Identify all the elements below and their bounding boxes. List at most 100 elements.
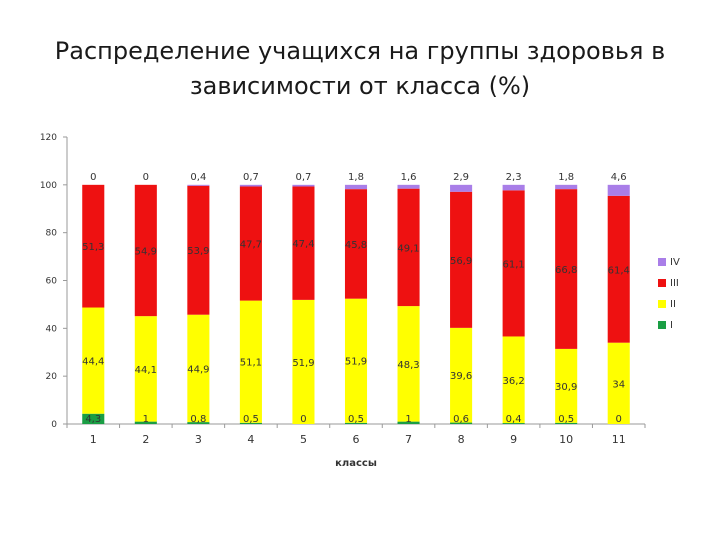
x-tick-label: 4 <box>247 433 254 446</box>
data-label: 61,4 <box>608 265 630 276</box>
data-label: 51,1 <box>240 358 262 369</box>
data-label: 0,4 <box>190 172 206 183</box>
data-label: 44,9 <box>187 364 209 375</box>
data-label: 51,9 <box>292 358 314 369</box>
x-axis-title: классы <box>335 458 377 469</box>
data-label: 61,1 <box>503 259 525 270</box>
bar-segment-iii <box>187 185 210 315</box>
data-label: 0,8 <box>190 414 206 425</box>
bar-segment-ii <box>292 299 315 424</box>
bar-segment-ii <box>607 342 630 424</box>
data-label: 39,6 <box>450 371 472 382</box>
bar-segment-iii <box>239 186 262 301</box>
chart-bars <box>82 184 630 424</box>
bar-segment-iii <box>450 191 473 328</box>
data-label: 0 <box>90 172 96 183</box>
data-label: 56,9 <box>450 256 472 267</box>
bar-segment-iii <box>344 189 368 299</box>
y-tick-label: 60 <box>46 277 58 287</box>
data-label: 0,5 <box>243 414 259 425</box>
data-label: 47,4 <box>292 239 314 250</box>
chart-data-labels: 4,3 44,4 51,3 0 1 44,1 54,9 0 0,8 44,9 53,9 0,4 0,5 5… <box>82 172 630 425</box>
bar-segment-iii <box>607 195 630 343</box>
bar-segment-iv <box>502 184 525 191</box>
data-label: 47,7 <box>240 240 262 251</box>
bar-segment-ii <box>397 306 420 422</box>
x-tick-label: 1 <box>90 433 97 446</box>
y-tick-label: 40 <box>46 324 58 334</box>
bar-segment-i <box>397 421 420 424</box>
bar-segment-ii <box>134 316 157 422</box>
chart-title-line-2: зависимости от класса (%) <box>189 72 531 100</box>
data-label: 44,1 <box>135 365 157 376</box>
x-tick-label: 6 <box>353 433 360 446</box>
data-label: 0,7 <box>296 172 312 183</box>
y-tick-label: 80 <box>46 229 58 239</box>
bar-segment-i <box>134 421 157 424</box>
data-label: 4,3 <box>85 414 101 425</box>
data-label: 0,6 <box>453 414 469 425</box>
y-tick-label: 0 <box>51 420 57 430</box>
bar-segment-iii <box>82 184 105 308</box>
data-label: 44,4 <box>82 357 104 368</box>
bar-segment-iv <box>292 184 315 187</box>
legend-label: III <box>670 278 679 289</box>
bar-segment-ii <box>82 307 105 414</box>
x-tick-label: 2 <box>142 433 149 446</box>
y-tick-label: 20 <box>46 372 58 382</box>
data-label: 0 <box>300 414 306 425</box>
data-label: 1,6 <box>401 172 417 183</box>
bar-segment-i <box>344 422 368 424</box>
bar-segment-iv <box>450 184 473 192</box>
data-label: 2,3 <box>506 172 522 183</box>
bar-segment-iv <box>397 184 420 189</box>
data-label: 30,9 <box>555 382 577 393</box>
data-label: 34 <box>612 379 625 390</box>
y-tick-label: 120 <box>40 133 57 143</box>
bar-segment-iii <box>292 186 315 300</box>
data-label: 54,9 <box>135 246 157 257</box>
y-tick-label: 100 <box>40 181 57 191</box>
legend-swatch <box>658 300 666 308</box>
data-label: 0 <box>143 172 149 183</box>
bar-segment-ii <box>450 327 473 423</box>
legend-label: I <box>670 320 673 331</box>
data-label: 4,6 <box>611 172 627 183</box>
data-label: 36,2 <box>503 376 525 387</box>
bar-segment-i <box>450 422 473 424</box>
bar-segment-iii <box>134 184 157 317</box>
legend-label: IV <box>670 257 680 268</box>
bar-segment-iii <box>397 188 420 307</box>
bar-segment-iv <box>555 184 578 190</box>
bar-segment-iii <box>555 189 578 349</box>
data-label: 51,3 <box>82 242 104 253</box>
bar-segment-i <box>187 422 210 424</box>
data-label: 0 <box>616 414 622 425</box>
x-tick-label: 8 <box>458 433 465 446</box>
legend-swatch <box>658 321 666 329</box>
data-label: 0,7 <box>243 172 259 183</box>
chart-title: Распределение учащихся на группы здоровь… <box>40 34 680 104</box>
x-tick-label: 3 <box>195 433 202 446</box>
bar-segment-iii <box>502 190 525 337</box>
bar-segment-iv <box>187 184 210 186</box>
legend-label: II <box>670 299 676 310</box>
data-label: 0,4 <box>506 414 522 425</box>
data-label: 2,9 <box>453 172 469 183</box>
x-tick-label: 5 <box>300 433 307 446</box>
data-label: 1,8 <box>348 172 364 183</box>
x-tick-label: 9 <box>510 433 517 446</box>
data-label: 45,8 <box>345 240 367 251</box>
x-tick-label: 7 <box>405 433 412 446</box>
chart-title-line-1: Распределение учащихся на группы здоровь… <box>54 37 666 65</box>
bar-segment-i <box>502 423 525 424</box>
x-tick-label: 10 <box>559 433 573 446</box>
bar-segment-i <box>555 422 578 424</box>
data-label: 66,8 <box>555 265 577 276</box>
bar-segment-ii <box>239 300 262 423</box>
bar-segment-ii <box>555 348 578 423</box>
bar-segment-ii <box>187 314 210 423</box>
